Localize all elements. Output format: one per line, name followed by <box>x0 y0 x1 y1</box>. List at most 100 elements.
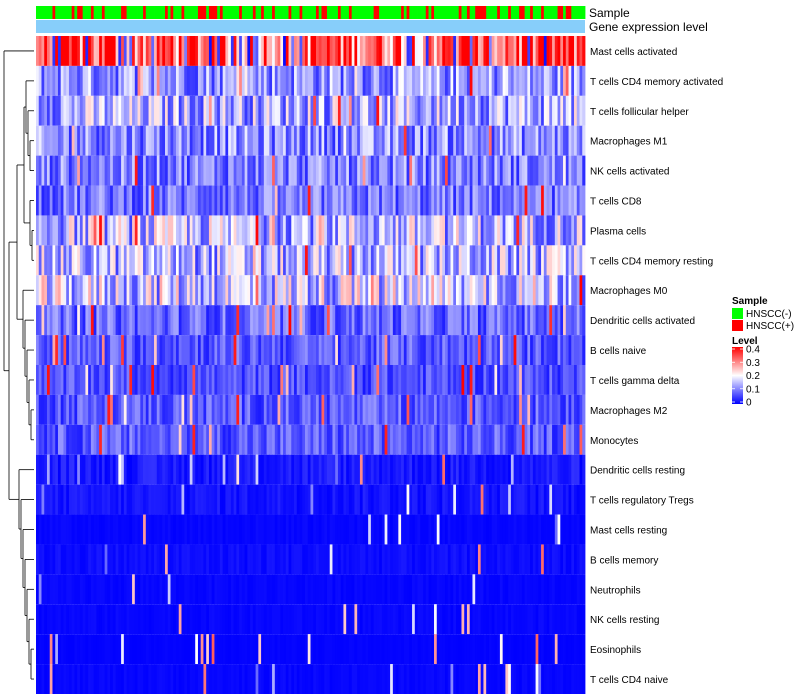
heatmap-cell <box>455 95 460 126</box>
sample-cell <box>340 6 344 19</box>
heatmap-cell <box>357 36 361 66</box>
heatmap-cell <box>321 454 325 485</box>
heatmap-cell <box>384 245 388 276</box>
heatmap-cell <box>381 454 386 485</box>
sample-cell <box>60 6 64 19</box>
heatmap-cell <box>219 544 224 575</box>
heatmap-cell <box>230 365 235 395</box>
heatmap-cell <box>148 335 152 365</box>
sample-cell <box>519 6 523 19</box>
heatmap-cell <box>486 634 490 665</box>
heatmap-cell <box>266 185 270 216</box>
heatmap-cell <box>79 424 84 455</box>
heatmap-cell <box>582 365 586 395</box>
heatmap-cell <box>505 155 509 186</box>
heatmap-cell <box>340 36 344 66</box>
heatmap-cell <box>381 514 386 545</box>
heatmap-cell <box>134 125 138 156</box>
heatmap-cell <box>74 394 78 425</box>
heatmap-cell <box>450 305 454 336</box>
heatmap-cell <box>505 514 509 545</box>
heatmap-cell <box>491 335 495 365</box>
heatmap-cell <box>148 365 152 395</box>
heatmap-cell <box>359 604 364 635</box>
heatmap-cell <box>38 245 42 276</box>
sample-cell <box>453 6 457 19</box>
heatmap-cell <box>288 125 292 156</box>
heatmap-cell <box>535 36 539 66</box>
heatmap-cell <box>329 664 333 694</box>
heatmap-cell <box>211 365 215 395</box>
heatmap-cell <box>186 245 191 276</box>
heatmap-cell <box>175 335 180 365</box>
heatmap-cell <box>285 394 289 425</box>
heatmap-cell <box>82 365 86 395</box>
heatmap-cell <box>68 335 73 365</box>
heatmap-cell <box>225 95 229 126</box>
heatmap-cell <box>219 484 224 515</box>
heatmap-cell <box>318 365 322 395</box>
heatmap-cell <box>115 424 119 455</box>
heatmap-cell <box>472 65 476 96</box>
heatmap-cell <box>357 634 361 665</box>
heatmap-cell <box>491 305 495 336</box>
sample-cell <box>266 6 270 19</box>
heatmap-cell <box>121 245 125 276</box>
heatmap-cell <box>516 365 520 395</box>
heatmap-cell <box>101 215 106 246</box>
sample-cell <box>326 6 331 19</box>
heatmap-cell <box>159 125 163 156</box>
heatmap-cell <box>88 335 92 365</box>
heatmap-cell <box>173 245 177 276</box>
heatmap-cell <box>425 335 429 365</box>
heatmap-cell <box>307 365 311 395</box>
heatmap-cell <box>546 305 550 336</box>
heatmap-cell <box>165 95 169 126</box>
heatmap-cell <box>488 514 493 545</box>
heatmap-cell <box>101 335 106 365</box>
heatmap-cell <box>423 335 427 365</box>
heatmap-cell <box>57 65 62 96</box>
heatmap-cell <box>96 215 100 246</box>
heatmap-cell <box>49 245 53 276</box>
heatmap-cell <box>549 335 553 365</box>
heatmap-cell <box>63 604 67 635</box>
heatmap-cell <box>469 454 473 485</box>
heatmap-cell <box>252 245 256 276</box>
heatmap-cell <box>491 514 495 545</box>
heatmap-cell <box>445 394 449 425</box>
heatmap-cell <box>475 365 479 395</box>
heatmap-cell <box>55 454 59 485</box>
heatmap-cell <box>263 484 267 515</box>
heatmap-cell <box>236 365 240 395</box>
sample-cell <box>96 6 100 19</box>
heatmap-cell <box>538 36 542 66</box>
heatmap-cell <box>167 365 171 395</box>
heatmap-cell <box>52 574 56 605</box>
heatmap-cell <box>324 275 328 306</box>
heatmap-cell <box>197 604 202 635</box>
heatmap-cell <box>554 634 558 665</box>
heatmap-cell <box>560 365 564 395</box>
heatmap-cell <box>112 335 117 365</box>
heatmap-cell <box>409 424 413 455</box>
heatmap-cell <box>401 185 405 216</box>
heatmap-cell <box>401 574 405 605</box>
heatmap-cell <box>178 424 182 455</box>
heatmap-cell <box>310 454 314 485</box>
heatmap-cell <box>488 454 493 485</box>
heatmap-cell <box>310 424 314 455</box>
heatmap-cell <box>318 604 322 635</box>
heatmap-cell <box>370 65 375 96</box>
heatmap-cell <box>186 514 191 545</box>
heatmap-cell <box>143 454 147 485</box>
heatmap-cell <box>574 514 578 545</box>
heatmap-cell <box>208 365 213 395</box>
heatmap-cell <box>272 514 276 545</box>
heatmap-cell <box>44 305 48 336</box>
heatmap-cell <box>412 634 416 665</box>
heatmap-cell <box>436 664 440 694</box>
heatmap-cell <box>436 544 440 575</box>
heatmap-cell <box>140 215 144 246</box>
heatmap-cell <box>557 424 561 455</box>
